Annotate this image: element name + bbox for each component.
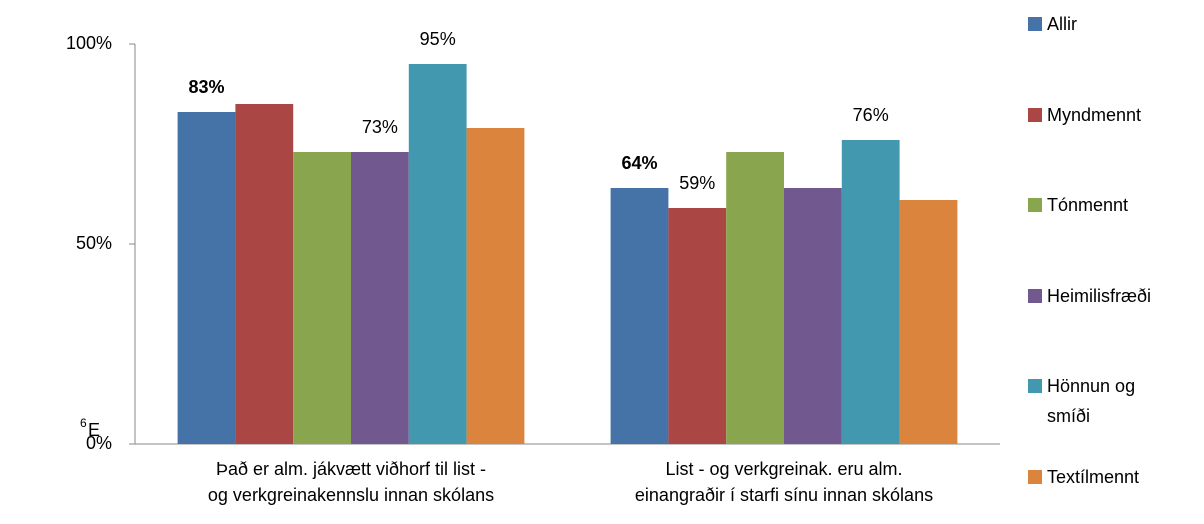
y-tick-label: 50% (76, 233, 112, 253)
legend-item: Myndmennt (1028, 100, 1168, 130)
legend-label: Heimilisfræði (1047, 285, 1152, 306)
bar (784, 188, 842, 444)
legend-swatch (1028, 17, 1042, 31)
bar (841, 140, 900, 444)
bar (351, 152, 409, 444)
bar (235, 104, 294, 444)
legend-label: Hönnun og smíði (1047, 376, 1136, 427)
legend-item: Allir (1028, 9, 1168, 39)
bar (899, 200, 958, 444)
legend-item: Textílmennt (1028, 462, 1168, 492)
legend-label: Tónmennt (1047, 195, 1129, 216)
legend-item: Tónmennt (1028, 190, 1168, 220)
legend-swatch (1028, 470, 1042, 484)
legend-item: Hönnun og smíði (1028, 371, 1168, 431)
data-label: 59% (679, 173, 715, 193)
y-tick-label: 100% (66, 33, 112, 53)
bar (408, 64, 467, 444)
legend-label: Allir (1047, 14, 1077, 34)
legend-swatch (1028, 107, 1042, 122)
bar (293, 152, 351, 444)
data-label: 76% (853, 105, 889, 125)
data-label: 64% (621, 153, 657, 173)
legend-swatch (1028, 288, 1042, 303)
legend-item: Heimilisfræði (1028, 281, 1168, 311)
bar (610, 188, 669, 444)
data-label: 73% (362, 117, 398, 137)
bar (466, 128, 525, 444)
y-tick-label: 0% (86, 433, 112, 453)
bar (668, 208, 727, 444)
legend-label: Myndmennt (1047, 104, 1142, 125)
legend-swatch (1028, 198, 1042, 213)
bar (177, 112, 236, 444)
bar (726, 152, 784, 444)
legend-label: Textílmennt (1047, 467, 1140, 487)
x-tick-label: List - og verkgreinak. eru alm. einangra… (634, 459, 934, 505)
legend-swatch (1028, 379, 1042, 394)
data-label: 83% (188, 77, 224, 97)
footnote-text: E (88, 420, 100, 440)
x-tick-label: Það er alm. jákvætt viðhorf til list - o… (207, 459, 495, 505)
data-label: 95% (420, 29, 456, 49)
footnote-mark: 6 (80, 416, 87, 430)
